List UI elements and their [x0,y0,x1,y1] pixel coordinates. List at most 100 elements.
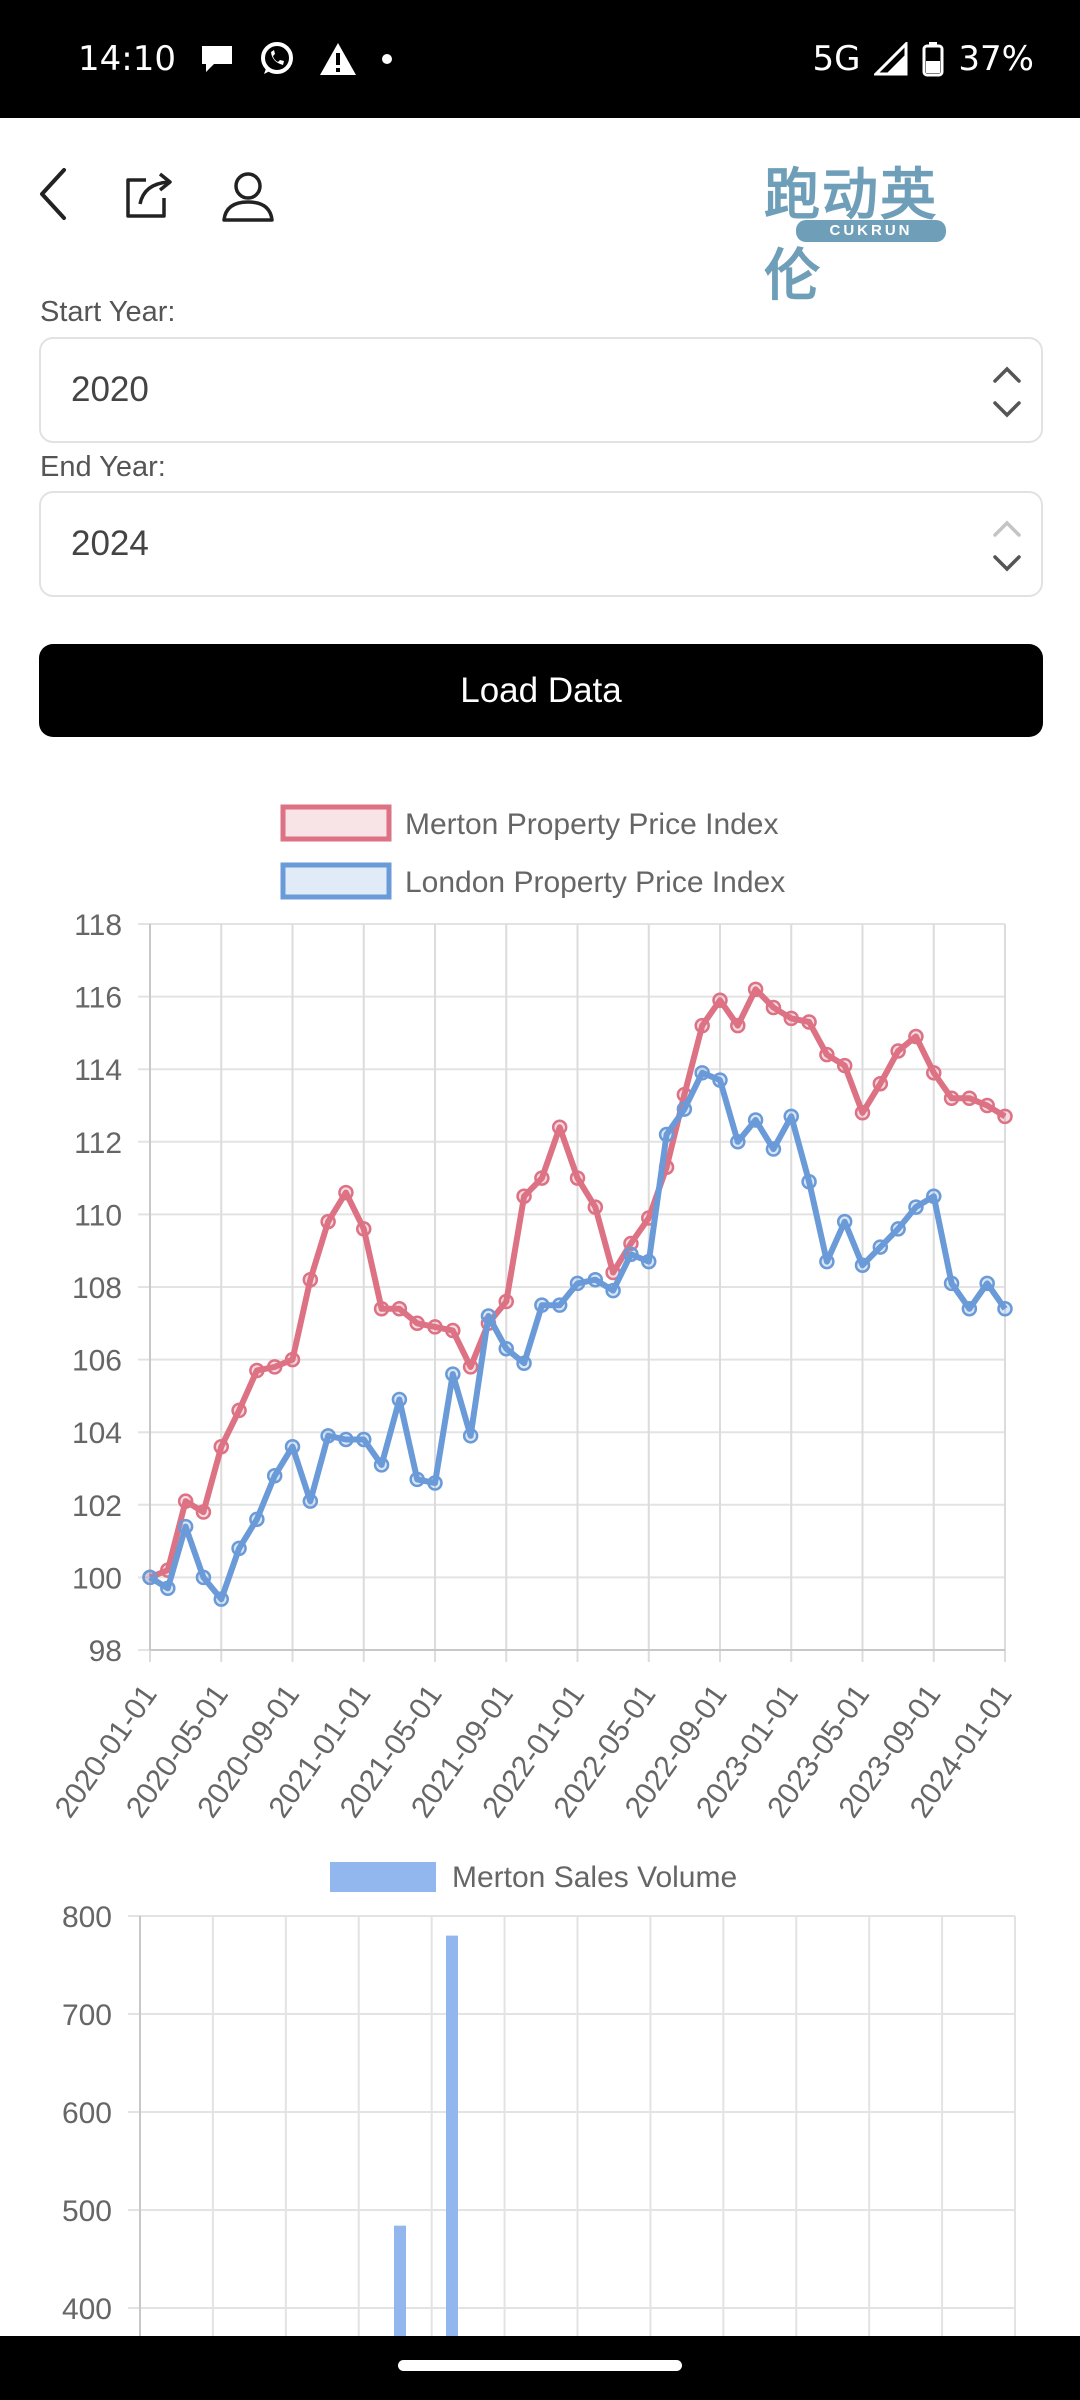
data-point [551,1119,568,1136]
data-point [338,1431,354,1448]
stepper-down-icon [993,555,1021,572]
data-point [765,999,782,1016]
data-point [730,1017,746,1034]
data-point [694,1017,710,1034]
data-point [391,1391,408,1408]
data-point [249,1362,265,1379]
data-point [765,1141,782,1157]
data-point [284,1351,301,1368]
data-point [177,1493,194,1509]
data-point [445,1366,461,1382]
data-point [534,1170,550,1186]
data-point [943,1090,960,1106]
data-point [854,1257,871,1273]
legend-label: London Property Price Index [405,866,785,899]
data-point [231,1540,247,1557]
data-point [801,1014,817,1030]
data-point [320,1428,336,1444]
data-point [266,1359,283,1375]
data-point [142,1569,158,1586]
data-point [836,1057,853,1074]
data-point [961,1301,978,1317]
data-point [730,1134,746,1150]
status-bar: 14:10 5G 37% [0,0,1080,118]
data-point [783,1108,799,1125]
start-year-stepper[interactable] [987,351,1027,431]
series-line [148,1069,1008,1603]
end-year-input[interactable]: 2024 [39,491,1043,597]
data-point [427,1319,443,1335]
data-point [623,1246,639,1263]
data-point [908,1199,924,1215]
legend-swatch [280,804,392,842]
back-chevron-icon[interactable] [28,164,78,224]
start-year-input[interactable]: 2020 [39,337,1043,443]
data-point [926,1188,942,1204]
data-point [427,1475,443,1491]
data-point [480,1308,497,1324]
data-point [338,1184,354,1201]
logo-subtext: CUKRUN [796,220,946,242]
data-point [961,1090,978,1106]
y-tick-label: 800 [62,1901,112,1934]
y-tick-label: 500 [62,2195,112,2228]
data-point [409,1315,425,1332]
data-point [979,1097,995,1114]
end-year-value: 2024 [71,524,149,563]
start-year-value: 2020 [71,370,149,409]
data-point [498,1293,514,1310]
start-year-label: Start Year: [40,296,176,328]
sales-bar [394,2225,406,2336]
notification-dot-icon [381,54,392,64]
y-tick-label: 112 [74,1127,122,1160]
end-year-stepper[interactable] [987,505,1027,585]
data-point [356,1431,372,1448]
data-point [516,1188,532,1204]
data-point [641,1253,657,1270]
data-point [854,1105,871,1121]
data-point [302,1271,319,1288]
y-tick-label: 110 [74,1199,122,1232]
data-point [623,1235,639,1252]
data-point [195,1504,212,1520]
data-point [195,1569,212,1586]
data-point [997,1301,1013,1317]
data-point [445,1322,461,1339]
data-point [249,1511,265,1528]
sales-bar [446,1935,458,2336]
data-point [302,1493,319,1509]
data-point [213,1438,229,1455]
data-point [890,1221,906,1237]
legend-swatch [280,862,392,900]
data-point [498,1340,514,1357]
y-tick-label: 102 [72,1490,122,1523]
data-point [819,1046,835,1063]
y-tick-label: 106 [72,1345,122,1378]
data-point [926,1065,942,1081]
y-tick-label: 98 [89,1635,122,1668]
data-point [569,1170,586,1186]
data-point [712,992,728,1008]
data-point [908,1028,924,1045]
legend-label: Merton Sales Volume [452,1861,737,1894]
stepper-up-icon [993,366,1021,383]
data-point [516,1355,532,1371]
data-point [783,1010,799,1027]
y-tick-label: 600 [62,2097,112,2130]
stepper-up-icon [993,520,1021,537]
data-point [462,1428,479,1444]
share-icon[interactable] [122,168,176,222]
user-icon[interactable] [220,168,276,224]
signal-icon [874,42,908,76]
data-point [801,1173,817,1190]
data-point [231,1402,247,1419]
data-point [747,981,764,998]
load-data-button[interactable]: Load Data [39,644,1043,737]
home-gesture-handle[interactable] [398,2360,682,2371]
network-type: 5G [812,39,861,79]
data-point [872,1239,889,1255]
y-tick-label: 108 [72,1272,122,1305]
data-point [747,1112,764,1128]
data-point [462,1359,479,1375]
logo-text: 跑动英伦 [764,162,938,309]
